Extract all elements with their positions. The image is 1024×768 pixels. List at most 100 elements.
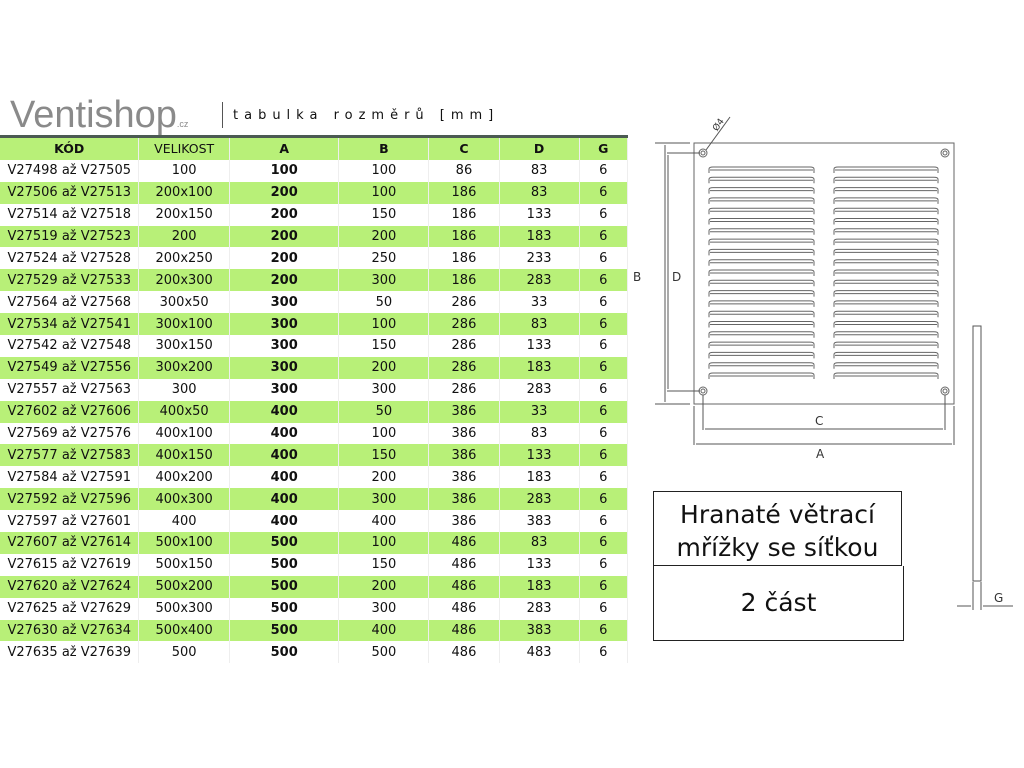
table-cell: V27577 až V27583 xyxy=(0,444,140,467)
table-cell: 400 xyxy=(229,488,340,511)
table-cell: 300 xyxy=(229,378,340,401)
table-cell: 100 xyxy=(138,159,230,182)
table-cell: 6 xyxy=(579,356,629,379)
table-cell: 83 xyxy=(499,181,580,204)
table-cell: V27514 až V27518 xyxy=(0,203,140,226)
table-cell: 500 xyxy=(229,575,340,598)
table-cell: 300x150 xyxy=(138,335,230,357)
table-cell: 500x200 xyxy=(138,575,230,598)
table-header: KÓD VELIKOST A B C D G xyxy=(0,138,629,160)
table-cell: 186 xyxy=(428,247,500,270)
table-cell: V27602 až V27606 xyxy=(0,400,140,423)
table-cell: V27625 až V27629 xyxy=(0,597,140,620)
label-hole-diameter: Ø4 xyxy=(710,116,727,133)
louver-slat xyxy=(833,187,939,194)
table-cell: 6 xyxy=(579,641,629,664)
table-cell: V27542 až V27548 xyxy=(0,335,140,357)
table-cell: 6 xyxy=(579,181,629,204)
table-cell: V27519 až V27523 xyxy=(0,225,140,248)
louver-slat xyxy=(833,238,939,246)
table-cell: 183 xyxy=(499,356,580,379)
column-header: KÓD xyxy=(0,138,140,160)
louver-slat xyxy=(708,197,815,204)
table-cell: 100 xyxy=(229,159,340,182)
table-subtitle: tabulka rozměrů [mm] xyxy=(233,108,500,123)
table-cell: 500x300 xyxy=(138,597,230,620)
table-cell: 200x150 xyxy=(138,203,230,226)
table-cell: V27557 až V27563 xyxy=(0,378,140,401)
table-cell: 386 xyxy=(428,444,500,467)
table-cell: 283 xyxy=(499,597,580,620)
table-cell: 300 xyxy=(229,335,340,357)
table-cell: 100 xyxy=(338,159,430,182)
table-cell: 400x300 xyxy=(138,488,230,511)
table-cell: 300 xyxy=(338,488,430,511)
column-header: B xyxy=(338,138,430,160)
table-row: V27592 až V27596 400x300 400 300 386 283 6 xyxy=(0,488,629,511)
mounting-holes xyxy=(698,148,950,396)
table-cell: V27534 až V27541 xyxy=(0,313,140,336)
table-cell: 6 xyxy=(579,532,629,554)
label-g: G xyxy=(994,591,1003,605)
louver-slat xyxy=(708,228,815,235)
table-row: V27557 až V27563 300 300 300 286 283 6 xyxy=(0,378,629,401)
louver-slat xyxy=(833,279,939,287)
table-cell: 286 xyxy=(428,313,500,336)
table-cell: 6 xyxy=(579,159,629,182)
table-cell: 283 xyxy=(499,269,580,292)
table-cell: 86 xyxy=(428,159,500,182)
table-cell: 400x100 xyxy=(138,422,230,445)
louver-slat xyxy=(708,372,815,379)
table-cell: 300 xyxy=(229,291,340,314)
table-cell: 6 xyxy=(579,575,629,598)
table-cell: 300x50 xyxy=(138,291,230,314)
louver-slat xyxy=(833,259,939,266)
louver-slat xyxy=(833,166,939,173)
louver-slat xyxy=(833,300,939,307)
table-cell: 186 xyxy=(428,203,500,226)
table-cell: 400x50 xyxy=(138,400,230,423)
table-cell: 6 xyxy=(579,466,629,489)
table-cell: 6 xyxy=(579,422,629,445)
table-cell: 33 xyxy=(499,291,580,314)
louver-slat xyxy=(708,341,815,349)
table-row: V27630 až V27634 500x400 500 400 486 383 6 xyxy=(0,619,629,642)
table-cell: 83 xyxy=(499,532,580,554)
grille-plate xyxy=(693,142,955,405)
table-cell: V27569 až V27576 xyxy=(0,422,140,445)
table-cell: 83 xyxy=(499,422,580,445)
louver-slat xyxy=(833,218,939,225)
table-cell: 6 xyxy=(579,269,629,292)
table-cell: 286 xyxy=(428,378,500,401)
table-cell: 100 xyxy=(338,313,430,336)
table-cell: 186 xyxy=(428,269,500,292)
table-cell: 400 xyxy=(229,444,340,467)
table-cell: 33 xyxy=(499,400,580,423)
table-cell: 386 xyxy=(428,488,500,511)
table-row: V27577 až V27583 400x150 400 150 386 133 6 xyxy=(0,444,629,467)
table-cell: 300 xyxy=(338,378,430,401)
table-row: V27498 až V27505 100 100 100 86 83 6 xyxy=(0,159,629,182)
louver-slat xyxy=(708,259,815,266)
table-cell: 6 xyxy=(579,225,629,248)
table-cell: 486 xyxy=(428,575,500,598)
table-cell: 500 xyxy=(229,532,340,554)
table-row: V27584 až V27591 400x200 400 200 386 183 6 xyxy=(0,466,629,489)
table-cell: 400 xyxy=(138,510,230,533)
table-row: V27506 až V27513 200x100 200 100 186 83 6 xyxy=(0,181,629,204)
louver-slat xyxy=(708,362,815,369)
table-cell: 386 xyxy=(428,510,500,533)
table-cell: 286 xyxy=(428,356,500,379)
table-row: V27524 až V27528 200x250 200 250 186 233 6 xyxy=(0,247,629,270)
table-cell: 183 xyxy=(499,225,580,248)
table-cell: 150 xyxy=(338,444,430,467)
table-cell: 233 xyxy=(499,247,580,270)
table-cell: 200x250 xyxy=(138,247,230,270)
table-cell: 286 xyxy=(428,291,500,314)
table-cell: 200 xyxy=(138,225,230,248)
table-cell: 283 xyxy=(499,488,580,511)
table-row: V27615 až V27619 500x150 500 150 486 133 6 xyxy=(0,553,629,576)
table-cell: 150 xyxy=(338,203,430,226)
table-cell: 6 xyxy=(579,313,629,336)
table-cell: 283 xyxy=(499,378,580,401)
